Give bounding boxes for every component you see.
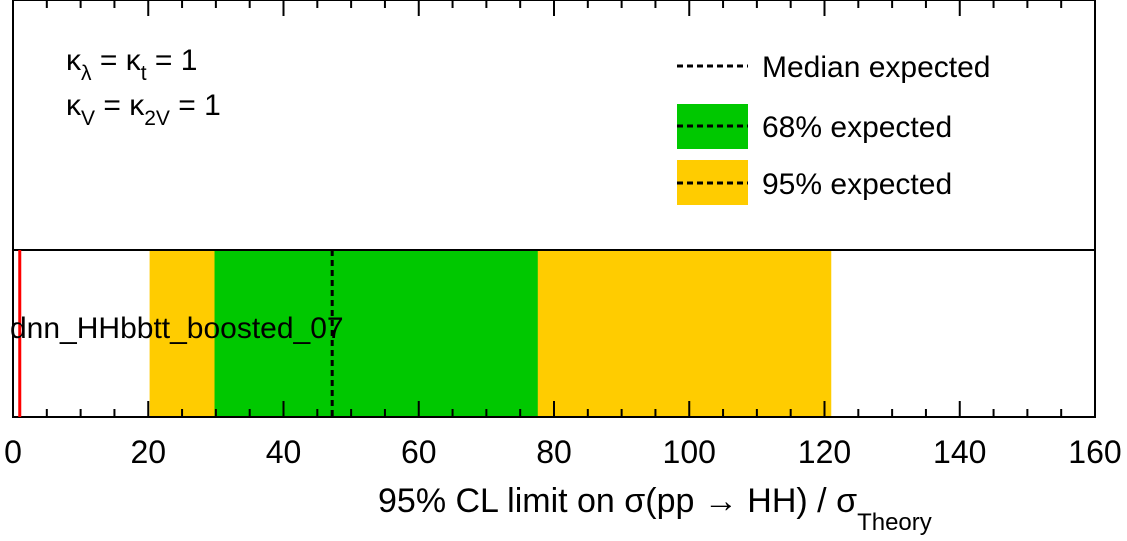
x-tick-label: 160 — [1068, 434, 1121, 470]
x-tick-label: 40 — [266, 434, 302, 470]
x-tick-label: 80 — [536, 434, 572, 470]
x-tick-label: 20 — [130, 434, 166, 470]
bands-layer — [18, 250, 832, 417]
x-tick-labels: 0 20 40 60 80 100 120 140 160 — [4, 434, 1122, 470]
legend-median-label: Median expected — [762, 51, 991, 84]
x-tick-label: 60 — [401, 434, 437, 470]
band-68-expected — [214, 251, 538, 416]
legend-95-label: 95% expected — [762, 168, 952, 201]
x-ticks-layer — [12, 0, 1096, 417]
annotation-kappa-v-2v: κV = κ2V = 1 — [66, 89, 221, 130]
x-axis-title: 95% CL limit on σ(pp → HH) / σTheory — [378, 482, 932, 536]
legend-68-label: 68% expected — [762, 111, 952, 144]
x-tick-label: 0 — [4, 434, 22, 470]
x-tick-label: 120 — [798, 434, 851, 470]
legend: Median expected 68% expected 95% expecte… — [677, 51, 991, 205]
x-tick-label: 140 — [933, 434, 986, 470]
category-label: dnn_HHbbtt_boosted_07 — [10, 312, 344, 345]
x-tick-label: 100 — [663, 434, 716, 470]
annotation-kappa-lambda-t: κλ = κt = 1 — [66, 44, 197, 85]
